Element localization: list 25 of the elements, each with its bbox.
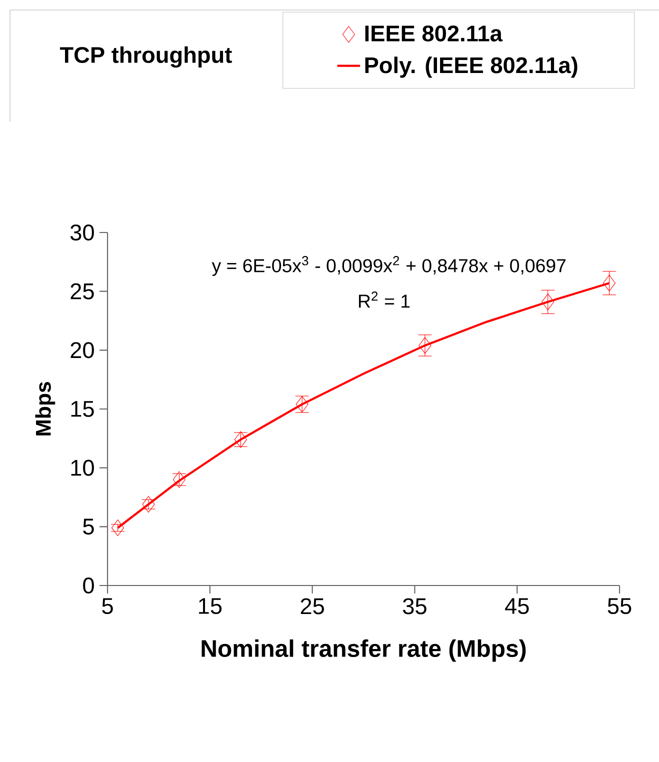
- x-tick-label: 55: [608, 598, 632, 614]
- point: [603, 274, 616, 292]
- annotation: y = 6E-05x$^{3}$ - 0,0099x$^{2}$ + 0,8478x + 0,0697: [212, 256, 566, 276]
- y-tick-label: 25: [70, 283, 94, 300]
- y-tick-label: 5: [83, 518, 94, 535]
- y-tick-label: 0: [83, 577, 94, 594]
- point: [111, 520, 124, 536]
- legend-label: Poly. (IEEE 802.11a): [365, 56, 578, 78]
- x-axis-title: Nominal transfer rate (Mbps): [202, 639, 526, 662]
- x-tick-label: 15: [199, 598, 222, 614]
- x-tick-label: 5: [102, 598, 113, 614]
- y-axis-title: Mbps: [35, 382, 56, 436]
- chart-title: TCP throughput: [60, 46, 232, 68]
- point: [418, 337, 432, 354]
- y-tick-label: 20: [70, 342, 94, 358]
- y-tick-label: 30: [70, 224, 94, 241]
- y-tick-label: 10: [71, 460, 94, 476]
- x-tick-label: 45: [505, 598, 529, 614]
- point: [542, 294, 554, 310]
- x-tick-label: 35: [402, 598, 426, 614]
- point: [142, 496, 155, 513]
- y-tick-label: 15: [71, 401, 94, 417]
- x-tick-label: 25: [300, 598, 324, 614]
- legend-label: IEEE 802.11a: [365, 25, 503, 42]
- annotation: R$^{2}$ = 1: [358, 292, 410, 308]
